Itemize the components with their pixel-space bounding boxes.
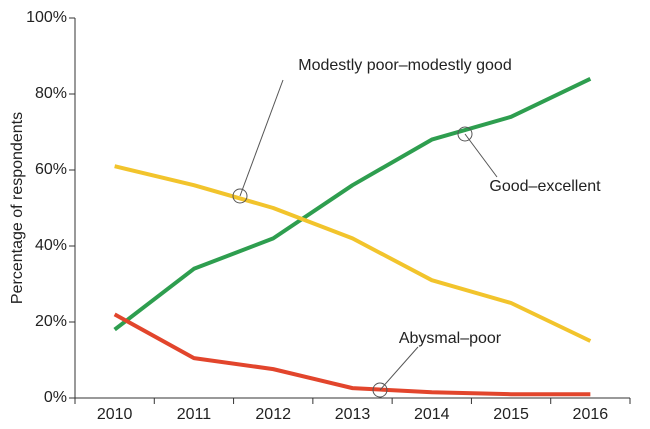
leader-line [464, 133, 498, 178]
series-line [113, 312, 591, 397]
series-label: Good–excellent [489, 178, 601, 195]
x-tick-label: 2016 [573, 406, 609, 423]
leader-line [379, 346, 419, 391]
leader-circle [457, 126, 473, 142]
y-tick-label: 100% [26, 9, 67, 26]
series-label: Modestly poor–modestly good [298, 57, 511, 74]
series-line [114, 164, 592, 343]
y-axis-label: Percentage of respondents [9, 112, 26, 304]
y-tick-label: 0% [44, 389, 67, 406]
leader-circle [232, 188, 248, 204]
y-tick-label: 20% [35, 313, 67, 330]
series-label: Abysmal–poor [399, 330, 502, 347]
y-tick-label: 40% [35, 237, 67, 254]
x-tick-label: 2015 [493, 406, 529, 423]
x-tick-label: 2012 [255, 406, 291, 423]
leader-line [239, 79, 284, 197]
x-tick-label: 2011 [177, 406, 212, 423]
y-tick-label: 60% [35, 161, 67, 178]
x-tick-label: 2010 [97, 406, 133, 423]
x-tick-label: 2014 [414, 406, 450, 423]
series-line [113, 76, 592, 332]
x-tick-label: 2013 [335, 406, 371, 423]
leader-circle [372, 382, 388, 398]
y-tick-label: 80% [35, 85, 67, 102]
